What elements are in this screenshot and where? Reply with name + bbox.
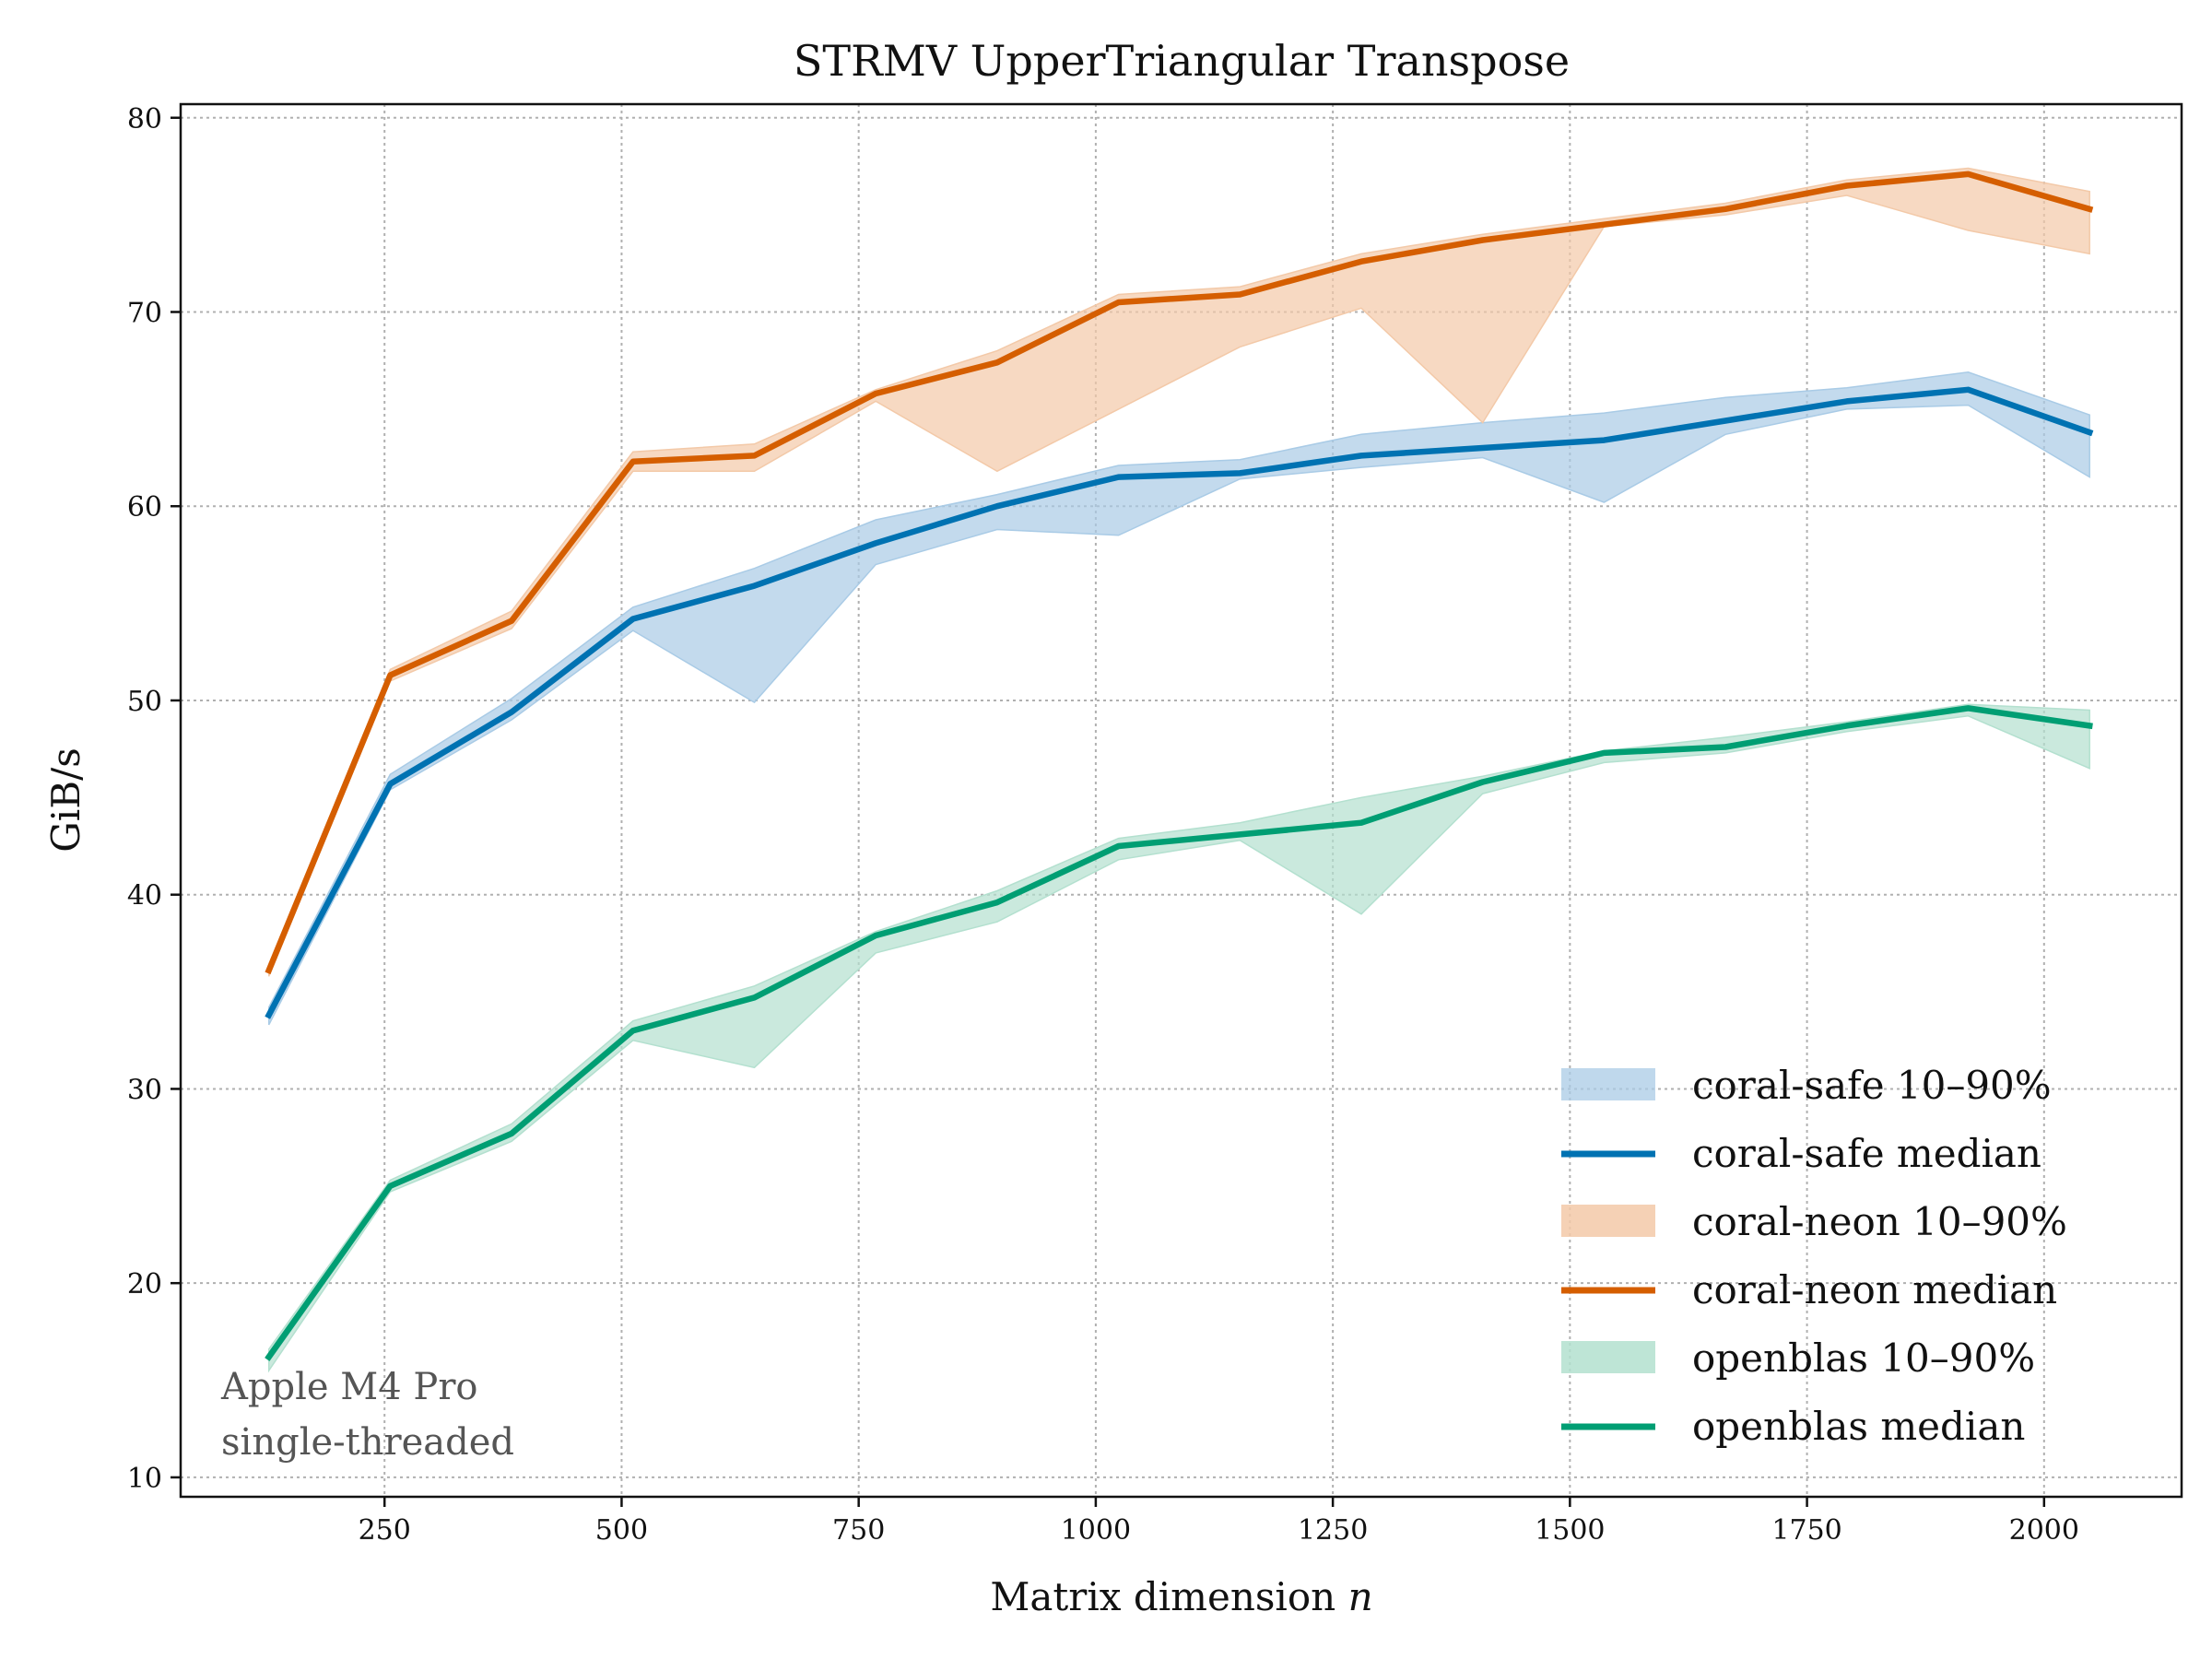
x-tick-label: 1500 [1535, 1514, 1605, 1547]
band-coral-neon [267, 167, 2090, 977]
median-line-coral-safe [265, 386, 2094, 1019]
legend: coral-safe 10–90% coral-safe median cora… [1561, 1063, 2067, 1449]
line-layer [265, 171, 2094, 1361]
legend-label-coral-neon-median: coral-neon median [1692, 1267, 2057, 1312]
legend-label-openblas-median: openblas median [1692, 1404, 2025, 1449]
band-coral-safe [267, 371, 2090, 1026]
tick-layer: 250 500 750 1000 1250 1500 1750 2000 10 20 30 40 50 6… [127, 103, 2079, 1547]
x-tick-label: 1000 [1061, 1514, 1131, 1547]
y-tick-label: 20 [127, 1268, 162, 1300]
x-tick-label: 750 [832, 1514, 885, 1547]
x-tick-label: 1250 [1298, 1514, 1368, 1547]
median-line-openblas [265, 705, 2093, 1361]
y-tick-label: 10 [127, 1463, 162, 1495]
legend-swatch-coral-neon-band [1561, 1205, 1655, 1237]
x-axis-label: Matrix dimension n [990, 1574, 1372, 1619]
y-axis-label: GiB/s [43, 747, 88, 853]
legend-label-coral-safe-band: coral-safe 10–90% [1692, 1063, 2052, 1108]
x-axis-label-text: Matrix dimension [990, 1574, 1335, 1619]
y-tick-label: 80 [127, 103, 162, 135]
y-tick-label: 70 [127, 297, 162, 329]
legend-label-openblas-band: openblas 10–90% [1692, 1335, 2035, 1381]
legend-label-coral-safe-median: coral-safe median [1692, 1131, 2041, 1176]
annotation-line-2: single-threaded [221, 1421, 514, 1464]
chart-title: STRMV UpperTriangular Transpose [794, 36, 1570, 86]
legend-label-coral-neon-band: coral-neon 10–90% [1692, 1199, 2067, 1244]
median-line-coral-neon [265, 171, 2094, 975]
annotation-line-1: Apple M4 Pro [220, 1366, 478, 1408]
x-tick-label: 1750 [1771, 1514, 1841, 1547]
y-tick-label: 40 [127, 880, 162, 912]
y-tick-label: 50 [127, 686, 162, 718]
y-tick-label: 30 [127, 1074, 162, 1106]
y-tick-label: 60 [127, 491, 162, 524]
x-tick-label: 2000 [2009, 1514, 2079, 1547]
legend-swatch-openblas-band [1561, 1341, 1655, 1373]
x-tick-label: 250 [359, 1514, 411, 1547]
x-axis-label-var: n [1348, 1574, 1373, 1619]
x-tick-label: 500 [595, 1514, 648, 1547]
legend-swatch-coral-safe-band [1561, 1068, 1655, 1100]
plot-frame [179, 102, 2183, 1499]
